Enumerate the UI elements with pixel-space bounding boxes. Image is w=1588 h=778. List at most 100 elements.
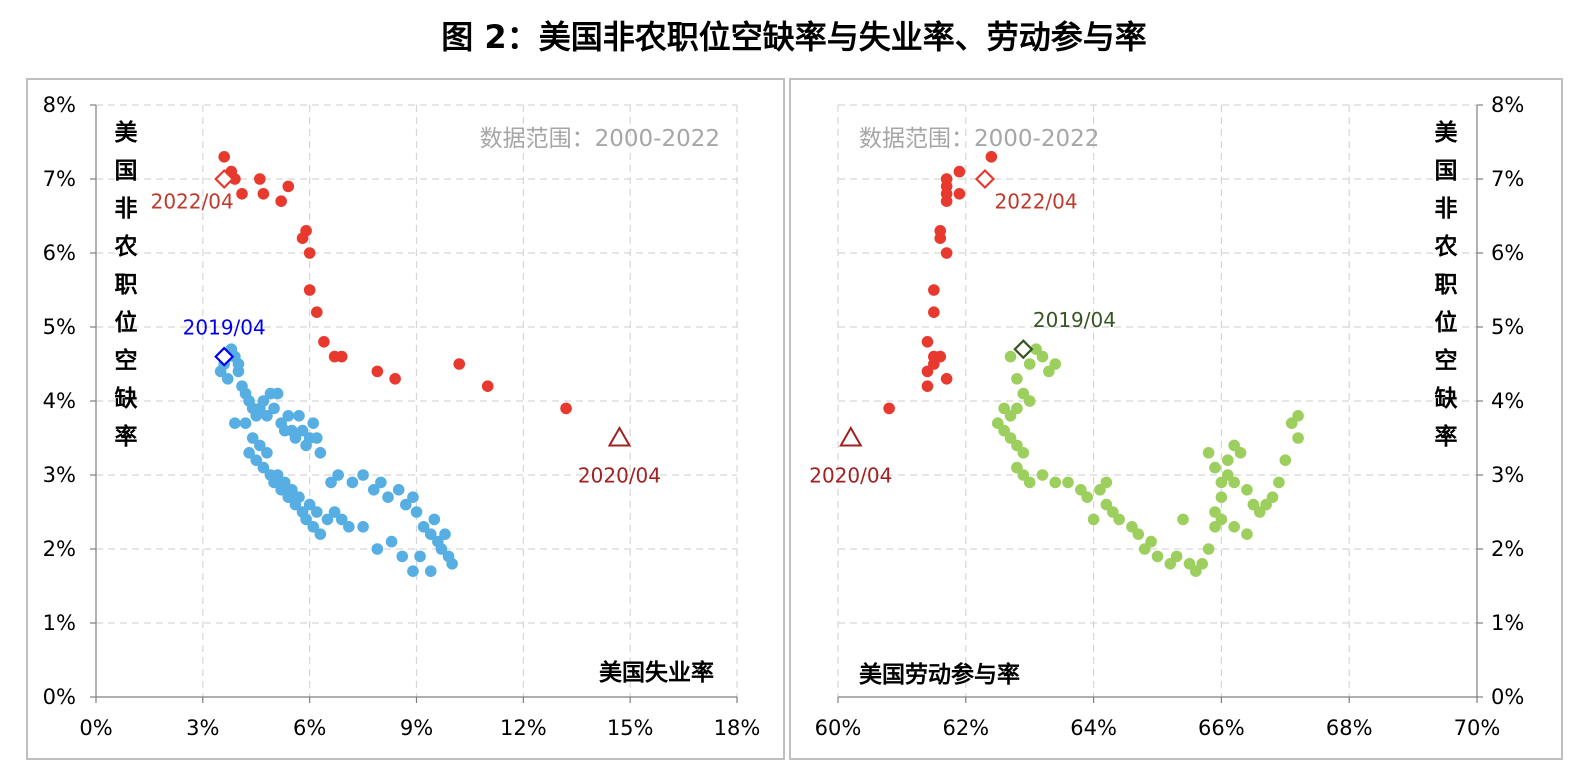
y-axis-label: 美国非农职位空缺率: [1434, 119, 1459, 450]
chart-unemployment: 0% 3% 6% 9% 12% 15% 18% 0% 1% 2% 3% 4% 5% 6% 7% 8% 202…: [43, 93, 761, 740]
y-tick-labels: 0% 1% 2% 3% 4% 5% 6% 7% 8%: [43, 93, 96, 709]
data-point-2000-2019: [1202, 447, 1215, 459]
y-axis-label-char: 率: [1435, 423, 1458, 450]
data-point-2000-2019: [392, 484, 405, 496]
y-axis-label-char: 职: [115, 272, 138, 298]
x-tick-label: 62%: [942, 716, 989, 740]
data-point-2000-2019: [1202, 543, 1215, 555]
data-point-2020-2022: [236, 188, 248, 200]
y-tick-label: 3%: [1491, 463, 1524, 487]
data-point-2000-2019: [261, 447, 273, 459]
data-point-2000-2019: [1023, 395, 1036, 407]
data-point-2020-2022: [318, 336, 330, 348]
data-point-2020-2022: [883, 402, 895, 415]
x-tick-label: 68%: [1326, 716, 1373, 740]
x-tick-labels: 0% 3% 6% 9% 12% 15% 18%: [79, 697, 760, 740]
data-point-2000-2019: [296, 424, 309, 437]
data-point-2000-2019: [1170, 550, 1183, 563]
highlight-markers: [214, 168, 632, 447]
annotation-label: 2022/04: [151, 190, 234, 214]
data-point-2020-2022: [940, 373, 953, 385]
data-point-2000-2019: [286, 484, 298, 496]
data-point-2000-2019: [343, 521, 355, 533]
annotation-label: 2019/04: [183, 315, 266, 339]
y-tick-label: 8%: [1491, 93, 1524, 117]
y-axis-label-char: 职: [1435, 272, 1458, 298]
marker-2020-04: [607, 425, 632, 447]
data-point-2000-2019: [1145, 535, 1157, 548]
data-point-2000-2019: [396, 550, 409, 563]
y-tick-label: 7%: [43, 167, 76, 191]
y-tick-label: 5%: [1491, 315, 1524, 339]
data-point-2000-2019: [407, 565, 419, 577]
marker-2019-04: [1013, 339, 1034, 360]
y-tick-label: 2%: [1491, 537, 1524, 561]
data-point-2000-2019: [1036, 350, 1049, 363]
chart-panel-unemployment: 0% 3% 6% 9% 12% 15% 18% 0% 1% 2% 3% 4% 5% 6% 7% 8% 202…: [26, 78, 785, 760]
data-points: [214, 151, 572, 577]
data-point-2000-2019: [414, 550, 426, 563]
data-point-2000-2019: [407, 491, 419, 504]
y-axis-label-char: 非: [1435, 196, 1458, 222]
marker-2022-04: [214, 168, 235, 190]
y-tick-label: 5%: [43, 315, 76, 339]
data-point-2000-2019: [424, 528, 437, 540]
x-tick-label: 0%: [79, 716, 112, 740]
data-point-2020-2022: [921, 380, 934, 393]
data-point-2000-2019: [400, 498, 412, 511]
data-point-2000-2019: [314, 447, 327, 459]
data-point-2020-2022: [928, 284, 940, 296]
x-axis-label: 美国失业率: [599, 659, 714, 686]
data-point-2000-2019: [1087, 513, 1100, 526]
data-point-2000-2019: [439, 528, 451, 540]
figure-title: 图 2：美国非农职位空缺率与失业率、劳动参与率: [441, 18, 1147, 56]
data-point-2000-2019: [268, 402, 280, 415]
data-point-2000-2019: [1228, 521, 1240, 533]
data-point-2000-2019: [371, 543, 384, 555]
data-point-2000-2019: [261, 410, 273, 422]
data-point-2000-2019: [998, 402, 1010, 415]
annotation-label: 2022/04: [995, 190, 1078, 214]
y-axis-label-char: 美: [1435, 119, 1458, 146]
data-point-2000-2019: [1215, 491, 1228, 504]
y-tick-label: 4%: [43, 389, 76, 413]
data-point-2020-2022: [310, 306, 323, 318]
data-point-2020-2022: [940, 247, 953, 259]
data-point-2000-2019: [1292, 432, 1304, 444]
data-point-2000-2019: [1132, 528, 1145, 540]
chart-participation: 60% 62% 64% 66% 68% 70% 0% 1% 2% 3% 4% 5% 6% 7% 8% 20…: [809, 93, 1524, 740]
data-point-2000-2019: [221, 373, 234, 385]
data-point-2000-2019: [1221, 454, 1234, 467]
data-point-2000-2019: [250, 454, 263, 467]
y-axis-label-char: 缺: [115, 385, 139, 412]
y-tick-label: 0%: [43, 685, 76, 709]
y-axis-label-char: 位: [1435, 309, 1458, 336]
data-point-2020-2022: [300, 225, 312, 237]
x-tick-label: 12%: [500, 716, 547, 740]
data-point-2020-2022: [371, 365, 384, 378]
data-point-2000-2019: [1049, 358, 1062, 370]
data-point-2020-2022: [481, 380, 494, 393]
x-tick-label: 15%: [607, 716, 654, 740]
data-point-2020-2022: [389, 373, 401, 385]
data-point-2000-2019: [367, 484, 380, 496]
y-axis-label-char: 位: [115, 309, 138, 336]
y-axis-label-char: 农: [114, 233, 138, 260]
annotations: 2022/04 2019/04 2020/04: [151, 190, 661, 488]
y-axis-label-char: 空: [115, 347, 138, 374]
data-points: [883, 151, 1304, 577]
marker-2022-04: [974, 168, 996, 190]
data-point-2020-2022: [303, 284, 316, 296]
data-point-2000-2019: [446, 558, 458, 570]
data-point-2000-2019: [346, 476, 359, 489]
data-point-2000-2019: [254, 439, 266, 452]
data-point-2000-2019: [1228, 476, 1240, 489]
data-point-2020-2022: [254, 173, 266, 185]
data-point-2020-2022: [282, 180, 295, 193]
y-tick-label: 0%: [1491, 685, 1524, 709]
annotations: 2022/04 2019/04 2020/04: [809, 190, 1116, 488]
data-point-2000-2019: [278, 476, 291, 489]
data-point-2000-2019: [1241, 528, 1253, 540]
marker-2020-04: [839, 425, 863, 447]
data-point-2000-2019: [282, 410, 295, 422]
